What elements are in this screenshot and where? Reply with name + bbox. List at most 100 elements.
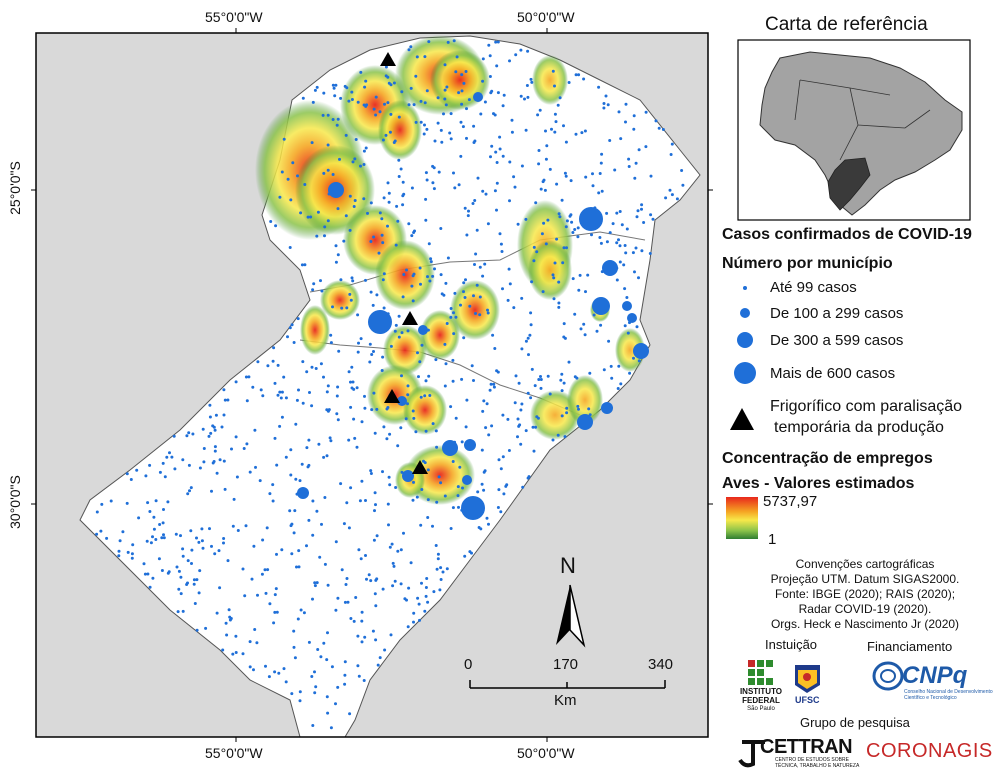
case-dot bbox=[518, 423, 522, 427]
case-dot bbox=[499, 467, 503, 471]
case-dot bbox=[282, 667, 286, 671]
case-dot bbox=[251, 385, 255, 389]
case-dot bbox=[375, 293, 379, 297]
case-dot bbox=[498, 232, 502, 236]
case-dot bbox=[336, 418, 340, 422]
case-dot bbox=[423, 55, 427, 59]
case-dot bbox=[565, 411, 569, 415]
case-dot bbox=[439, 566, 443, 570]
case-dot bbox=[345, 577, 349, 580]
case-dot bbox=[226, 398, 230, 402]
case-dot bbox=[443, 97, 447, 101]
case-dot bbox=[297, 565, 301, 569]
case-dot bbox=[375, 534, 379, 538]
legend-gradient-max: 5737,97 bbox=[763, 493, 818, 510]
case-dot bbox=[435, 445, 439, 449]
case-dot bbox=[501, 455, 505, 459]
case-dot bbox=[371, 629, 375, 633]
case-dot bbox=[657, 126, 661, 130]
case-dot bbox=[412, 416, 416, 420]
legend-symbols bbox=[734, 286, 756, 384]
case-dot bbox=[356, 313, 360, 317]
case-dot bbox=[272, 346, 276, 350]
case-dot bbox=[284, 455, 288, 459]
case-dot bbox=[385, 407, 389, 411]
case-dot bbox=[538, 108, 542, 112]
case-dot bbox=[401, 180, 405, 184]
case-dot bbox=[457, 91, 461, 95]
case-dot bbox=[567, 360, 571, 364]
case-dot bbox=[228, 618, 232, 622]
case-dot bbox=[602, 106, 606, 110]
case-dot bbox=[476, 176, 480, 180]
case-dot bbox=[279, 396, 283, 400]
case-dot bbox=[551, 69, 555, 73]
case-dot bbox=[378, 110, 382, 114]
case-dot bbox=[376, 663, 380, 667]
credits-line: Radar COVID-19 (2020). bbox=[798, 602, 932, 616]
case-dot bbox=[222, 541, 225, 545]
case-dot bbox=[325, 454, 329, 458]
case-dot bbox=[605, 211, 609, 215]
case-dot bbox=[443, 342, 447, 346]
case-dot bbox=[200, 539, 204, 543]
case-dot bbox=[290, 552, 294, 556]
case-dot bbox=[415, 495, 419, 499]
case-dot bbox=[527, 475, 531, 479]
case-dot bbox=[411, 498, 415, 502]
case-dot bbox=[406, 402, 409, 406]
case-dot bbox=[644, 145, 648, 149]
case-dot bbox=[489, 382, 493, 386]
case-dot bbox=[364, 146, 368, 150]
case-dot bbox=[414, 430, 418, 434]
case-dot bbox=[591, 172, 594, 176]
case-dot bbox=[332, 86, 336, 90]
case-dot bbox=[271, 499, 275, 503]
case-dot bbox=[406, 329, 410, 333]
case-dot bbox=[261, 394, 265, 398]
case-dot bbox=[363, 406, 367, 410]
case-dot bbox=[346, 600, 350, 604]
case-dot bbox=[451, 506, 455, 510]
case-dot bbox=[462, 81, 466, 85]
state-border-pr-sc bbox=[309, 231, 646, 293]
case-dot bbox=[649, 213, 653, 217]
main-map[interactable] bbox=[36, 33, 708, 737]
case-dot bbox=[245, 399, 249, 403]
case-dot bbox=[242, 447, 246, 450]
case-dot bbox=[573, 312, 577, 316]
case-dot bbox=[452, 171, 455, 175]
case-dot bbox=[329, 333, 333, 337]
case-dot bbox=[360, 610, 364, 614]
case-dot bbox=[313, 88, 317, 92]
case-dot bbox=[591, 184, 595, 188]
case-dot bbox=[313, 670, 316, 674]
case-dot bbox=[680, 169, 684, 172]
case-dot bbox=[292, 531, 296, 535]
case-dot bbox=[391, 561, 395, 565]
case-dot bbox=[411, 299, 415, 303]
case-dot bbox=[170, 455, 174, 459]
case-dot bbox=[530, 367, 534, 371]
case-dot bbox=[467, 209, 470, 213]
case-dot bbox=[350, 98, 354, 101]
case-dot bbox=[615, 278, 619, 282]
case-dot bbox=[393, 579, 397, 583]
case-dot bbox=[394, 323, 398, 327]
case-dot bbox=[418, 618, 421, 622]
case-dot bbox=[420, 343, 424, 347]
case-dot bbox=[193, 602, 197, 605]
case-dot bbox=[284, 396, 288, 400]
case-dot bbox=[418, 266, 422, 270]
case-dot bbox=[225, 633, 229, 637]
case-dot bbox=[466, 214, 470, 218]
case-dot bbox=[627, 165, 631, 168]
case-dot bbox=[399, 426, 403, 430]
case-dot bbox=[286, 335, 289, 339]
case-dot bbox=[473, 199, 477, 202]
legend-title: Casos confirmados de COVID-19 bbox=[722, 226, 972, 243]
case-dot bbox=[274, 224, 278, 228]
case-dot bbox=[387, 191, 391, 195]
case-dot bbox=[323, 234, 326, 238]
case-dot bbox=[416, 351, 419, 355]
